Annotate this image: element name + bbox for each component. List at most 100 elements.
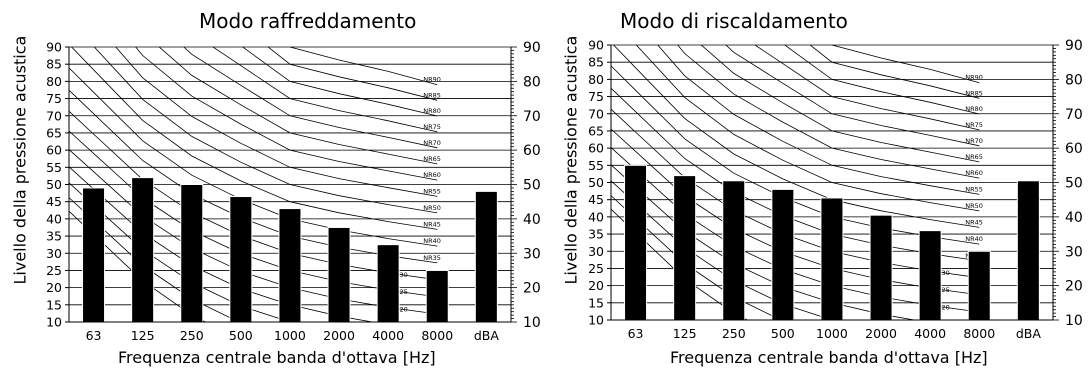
y-tick-label: 10 xyxy=(588,313,604,328)
y-tick-label: 65 xyxy=(46,125,62,140)
bar-63 xyxy=(82,187,106,323)
y-tick-label: 20 xyxy=(46,280,62,295)
y-tick-label: 50 xyxy=(46,177,62,192)
nr-curve xyxy=(135,47,438,181)
y-tick-label: 15 xyxy=(588,295,604,310)
nr-curve xyxy=(115,47,438,197)
nr-curve xyxy=(212,47,438,133)
y-ticks-right: 10 20 30 40 50 60 70 80 90 xyxy=(1053,38,1083,329)
bar-8000 xyxy=(967,250,991,321)
bar-1000 xyxy=(278,208,302,323)
y-tick-label: 35 xyxy=(46,229,62,244)
y-tick-label: 60 xyxy=(588,141,604,156)
nr-curve xyxy=(831,45,980,84)
y-tick-label-right: 90 xyxy=(1065,38,1083,54)
bar-dBA xyxy=(474,190,498,323)
y-tick-label-right: 70 xyxy=(1065,107,1083,123)
y-tick-label: 40 xyxy=(588,209,604,224)
x-tick-label: 500 xyxy=(771,326,795,341)
y-tick-label: 90 xyxy=(588,38,604,53)
y-tick-label: 45 xyxy=(46,194,62,209)
nr-label: NR65 xyxy=(965,153,983,161)
x-tick-label: 8000 xyxy=(421,328,453,343)
y-tick-label-right: 30 xyxy=(1065,244,1083,260)
x-tick-label: 1000 xyxy=(816,326,848,341)
x-tick-label: 125 xyxy=(131,328,155,343)
x-ticks: 63 125 250 500 1000 2000 4000 8000 dBA xyxy=(86,328,500,343)
x-tick-label: 125 xyxy=(673,326,697,341)
x-tick-label: 2000 xyxy=(865,326,897,341)
x-tick-label: 8000 xyxy=(963,326,995,341)
y-tick-label-right: 10 xyxy=(523,315,541,331)
y-tick-label: 80 xyxy=(46,74,62,89)
x-axis-label: Frequenza centrale banda d'ottava [Hz] xyxy=(670,348,988,367)
x-tick-label: 500 xyxy=(229,328,253,343)
nr-curve xyxy=(784,45,980,115)
nr-curve xyxy=(289,47,438,86)
y-tick-label: 30 xyxy=(588,244,604,259)
nr-curve xyxy=(657,45,980,195)
nr-label: NR90 xyxy=(965,74,983,82)
y-tick-label: 35 xyxy=(588,227,604,242)
y-tick-label-right: 30 xyxy=(523,246,541,262)
y-tick-label-right: 20 xyxy=(523,281,541,297)
nr-curve xyxy=(611,65,980,245)
nr-label: NR80 xyxy=(965,105,983,113)
bar-2000 xyxy=(869,214,893,321)
nr-label: NR35 xyxy=(423,254,441,262)
nr-curve xyxy=(69,210,207,322)
y-tick-label: 75 xyxy=(46,91,62,106)
heating-chart-panel: Modo di riscaldamento Livello della pres… xyxy=(546,0,1092,374)
nr-label: NR65 xyxy=(423,155,441,163)
nr-curve xyxy=(725,45,980,147)
y-tick-label-right: 80 xyxy=(523,74,541,90)
nr-label: NR55 xyxy=(423,187,441,195)
x-tick-label: 4000 xyxy=(372,328,404,343)
nr-label: NR85 xyxy=(965,89,983,97)
y-tick-label: 10 xyxy=(46,315,62,330)
y-tick-label-right: 40 xyxy=(1065,210,1083,226)
x-tick-label: 250 xyxy=(180,328,204,343)
y-ticks-left: 10 15 20 25 30 35 40 45 50 55 60 65 70 75 80 85 90 xyxy=(46,40,69,330)
bar-125 xyxy=(673,175,697,321)
nr-curve xyxy=(677,45,980,179)
bars xyxy=(624,164,1040,321)
y-tick-label: 30 xyxy=(46,246,62,261)
nr-curve xyxy=(71,47,438,230)
bar-4000 xyxy=(376,244,400,323)
nr-label: NR70 xyxy=(965,137,983,145)
bars xyxy=(82,177,498,323)
bar-500 xyxy=(229,196,253,323)
x-tick-label: 250 xyxy=(722,326,746,341)
x-tick-label: 4000 xyxy=(914,326,946,341)
y-tick-label-right: 50 xyxy=(1065,176,1083,192)
heating-chart-plot: NR0NR5NR10NR15NR20NR25NR30NR35NR40NR45NR… xyxy=(588,38,1083,342)
y-ticks-left: 10 15 20 25 30 35 40 45 50 55 60 65 70 75 80 85 90 xyxy=(588,38,611,328)
y-tick-label-right: 40 xyxy=(523,212,541,228)
nr-curve xyxy=(267,47,438,101)
nr-label: NR85 xyxy=(423,91,441,99)
cooling-chart-plot: NR0NR5NR10NR15NR20NR25NR30NR35NR40NR45NR… xyxy=(46,40,541,344)
y-tick-label: 20 xyxy=(588,278,604,293)
nr-curve xyxy=(809,45,980,99)
y-tick-label-right: 80 xyxy=(1065,72,1083,88)
bar-250 xyxy=(722,180,746,321)
y-tick-label: 60 xyxy=(46,143,62,158)
y-tick-label: 70 xyxy=(588,106,604,121)
nr-label: NR60 xyxy=(965,169,983,177)
nr-curve xyxy=(183,47,438,149)
y-tick-label: 90 xyxy=(46,40,62,55)
y-tick-label: 25 xyxy=(46,263,62,278)
x-tick-label: 2000 xyxy=(323,328,355,343)
y-tick-label-right: 90 xyxy=(523,40,541,56)
nr-label: NR40 xyxy=(965,235,983,243)
y-tick-label-right: 20 xyxy=(1065,279,1083,295)
nr-curve xyxy=(93,47,438,214)
y-tick-label-right: 10 xyxy=(1065,313,1083,329)
y-tick-label: 75 xyxy=(588,89,604,104)
y-tick-label-right: 50 xyxy=(523,178,541,194)
y-tick-label: 25 xyxy=(588,261,604,276)
nr-label: NR50 xyxy=(423,204,441,212)
y-tick-label: 55 xyxy=(46,160,62,175)
cooling-chart-panel: Modo raffreddamento Livello della pressi… xyxy=(11,9,541,367)
